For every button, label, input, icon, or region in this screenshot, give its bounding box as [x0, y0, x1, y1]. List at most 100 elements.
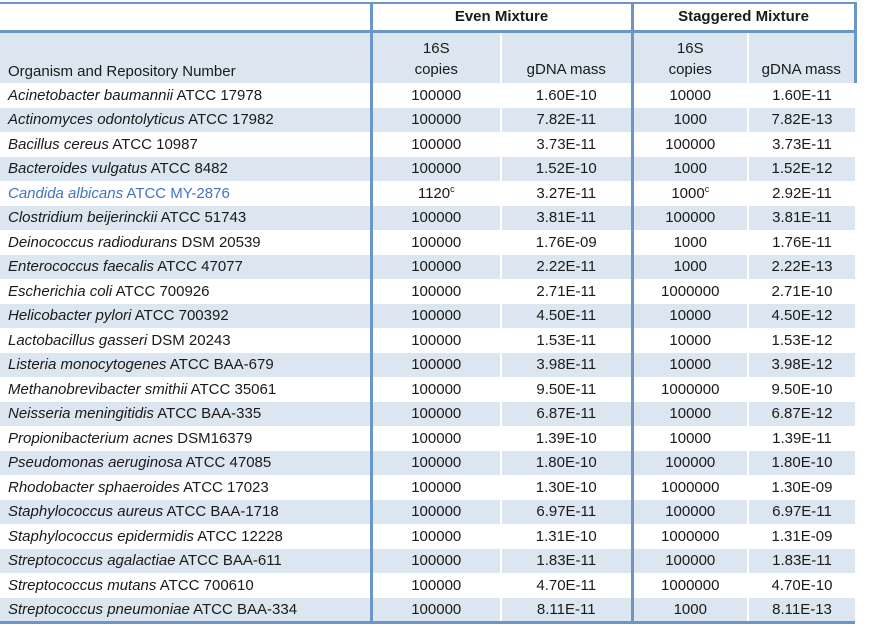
staggered-gdna-mass-cell: 1.60E-11 [747, 83, 855, 108]
even-gdna-mass-cell: 4.70E-11 [500, 573, 632, 598]
staggered-16s-copies-cell: 1000c [630, 181, 748, 206]
staggered-gdna-mass-cell: 4.70E-10 [747, 573, 855, 598]
species-name: Rhodobacter sphaeroides [8, 478, 180, 496]
column-header-row: Organism and Repository Number 16S copie… [0, 31, 857, 83]
staggered-gdna-mass-cell: 7.82E-13 [747, 107, 855, 132]
even-gdna-mass-cell: 3.81E-11 [500, 205, 632, 230]
even-gdna-mass-cell: 3.27E-11 [500, 181, 632, 206]
even-gdna-mass-cell: 2.22E-11 [500, 254, 632, 279]
staggered-16s-copies-cell: 1000000 [630, 573, 748, 598]
organism-cell: Helicobacter pylori ATCC 700392 [0, 304, 371, 329]
staggered-16s-copies-cell: 1000000 [630, 279, 748, 304]
repository-number: ATCC BAA-611 [178, 552, 282, 570]
table-row: Staphylococcus aureus ATCC BAA-1718 1000… [0, 499, 855, 525]
repository-number: ATCC 17978 [176, 86, 263, 104]
staggered-16s-copies-cell: 1000 [630, 254, 748, 279]
organism-cell: Acinetobacter baumannii ATCC 17978 [0, 83, 371, 108]
even-16s-copies-cell: 100000 [369, 499, 501, 524]
even-gdna-mass-cell: 1.60E-10 [500, 83, 632, 108]
repository-number: ATCC 47077 [157, 258, 243, 276]
even-16s-copies-cell: 100000 [369, 352, 501, 377]
even-gdna-mass-cell: 2.71E-11 [500, 279, 632, 304]
repository-number: ATCC 17023 [183, 478, 269, 496]
organism-cell: Lactobacillus gasseri DSM 20243 [0, 328, 371, 353]
species-name: Enterococcus faecalis [8, 258, 154, 276]
staggered-16s-copies-cell: 1000000 [630, 377, 748, 402]
staggered-gdna-mass-cell: 1.30E-09 [747, 475, 855, 500]
table-row: Escherichia coli ATCC 700926 100000 2.71… [0, 279, 855, 304]
staggered-gdna-mass-cell: 6.87E-12 [747, 401, 855, 426]
table-row: Listeria monocytogenes ATCC BAA-679 1000… [0, 352, 855, 377]
species-name: Bacteroides vulgatus [8, 160, 148, 178]
table-row: Streptococcus pneumoniae ATCC BAA-334 10… [0, 597, 855, 622]
organism-cell: Bacillus cereus ATCC 10987 [0, 132, 371, 157]
staggered-gdna-mass-cell: 4.50E-12 [747, 303, 855, 328]
species-name: Bacillus cereus [8, 135, 109, 153]
even-gdna-mass-cell: 6.87E-11 [500, 401, 632, 426]
repository-number: ATCC 47085 [185, 454, 272, 472]
even-gdna-mass-cell: 4.50E-11 [500, 303, 632, 328]
staggered-gdna-mass-cell: 3.98E-12 [747, 352, 855, 377]
table-row: Propionibacterium acnes DSM16379 100000 … [0, 426, 855, 451]
table-row: Bacillus cereus ATCC 10987 100000 3.73E-… [0, 132, 855, 157]
table-row: Streptococcus agalactiae ATCC BAA-611 10… [0, 548, 855, 574]
even-16s-copies-cell: 100000 [369, 401, 501, 426]
even-16s-copies-cell: 100000 [369, 328, 501, 353]
species-name: Acinetobacter baumannii [8, 86, 174, 104]
species-name: Escherichia coli [8, 282, 113, 300]
species-name: Helicobacter pylori [8, 307, 132, 325]
repository-number: ATCC 10987 [112, 135, 198, 153]
table-row: Deinococcus radiodurans DSM 20539 100000… [0, 230, 855, 255]
even-gdna-mass-cell: 1.52E-10 [500, 156, 632, 181]
staggered-16s-copies-cell: 10000 [630, 352, 748, 377]
staggered-16s-copies-header: 16S copies [630, 31, 748, 83]
staggered-16s-copies-cell: 1000000 [630, 475, 748, 500]
staggered-gdna-mass-cell: 8.11E-13 [747, 597, 855, 622]
even-16s-copies-cell: 100000 [369, 573, 501, 598]
organism-cell: Pseudomonas aeruginosa ATCC 47085 [0, 451, 371, 476]
organism-cell: Clostridium beijerinckii ATCC 51743 [0, 206, 371, 231]
organism-cell: Streptococcus agalactiae ATCC BAA-611 [0, 549, 371, 574]
species-name: Listeria monocytogenes [8, 356, 167, 374]
repository-number: ATCC 12228 [197, 527, 283, 545]
staggered-gdna-mass-header: gDNA mass [747, 31, 857, 83]
table-row: Staphylococcus epidermidis ATCC 12228 10… [0, 524, 855, 549]
table-row: Bacteroides vulgatus ATCC 8482 100000 1.… [0, 156, 855, 181]
repository-number: ATCC BAA-334 [193, 600, 298, 618]
staggered-gdna-mass-cell: 1.39E-11 [747, 426, 855, 451]
table-row: Rhodobacter sphaeroides ATCC 17023 10000… [0, 475, 855, 500]
even-16s-copies-cell: 100000 [369, 205, 501, 230]
species-name: Methanobrevibacter smithii [8, 380, 188, 398]
species-name: Actinomyces odontolyticus [8, 111, 185, 129]
staggered-16s-copies-cell: 100000 [630, 548, 748, 573]
repository-number: ATCC 8482 [150, 160, 228, 178]
staggered-16s-copies-cell: 1000 [630, 597, 748, 622]
staggered-gdna-mass-cell: 1.76E-11 [747, 230, 855, 255]
organism-column-header: Organism and Repository Number [0, 31, 371, 83]
staggered-16s-copies-cell: 10000 [630, 83, 748, 108]
even-16s-copies-cell: 100000 [369, 377, 501, 402]
copies-header-line1: 16S [676, 40, 704, 57]
repository-number: DSM 20539 [181, 233, 261, 251]
even-16s-copies-cell: 100000 [369, 156, 501, 181]
table-body: Acinetobacter baumannii ATCC 17978 10000… [0, 83, 855, 622]
even-gdna-mass-cell: 1.39E-10 [500, 426, 632, 451]
even-16s-copies-cell: 100000 [369, 83, 501, 108]
group-header-row: Even Mixture Staggered Mixture [0, 3, 857, 33]
even-gdna-mass-cell: 1.31E-10 [500, 524, 632, 549]
even-gdna-mass-cell: 1.80E-10 [500, 450, 632, 475]
species-name: Pseudomonas aeruginosa [8, 454, 183, 472]
repository-number: ATCC BAA-335 [157, 405, 262, 423]
table-row: Helicobacter pylori ATCC 700392 100000 4… [0, 303, 855, 329]
even-16s-copies-cell: 100000 [369, 475, 501, 500]
repository-number: ATCC 700926 [115, 282, 210, 300]
organism-cell: Streptococcus mutans ATCC 700610 [0, 573, 371, 598]
staggered-16s-copies-cell: 10000 [630, 426, 748, 451]
table-row: Methanobrevibacter smithii ATCC 35061 10… [0, 377, 855, 402]
footnote-marker: c [450, 183, 455, 194]
staggered-gdna-mass-cell: 2.71E-10 [747, 279, 855, 304]
staggered-16s-copies-cell: 1000 [630, 156, 748, 181]
repository-number: ATCC 51743 [160, 209, 247, 227]
organism-cell: Staphylococcus aureus ATCC BAA-1718 [0, 500, 371, 525]
